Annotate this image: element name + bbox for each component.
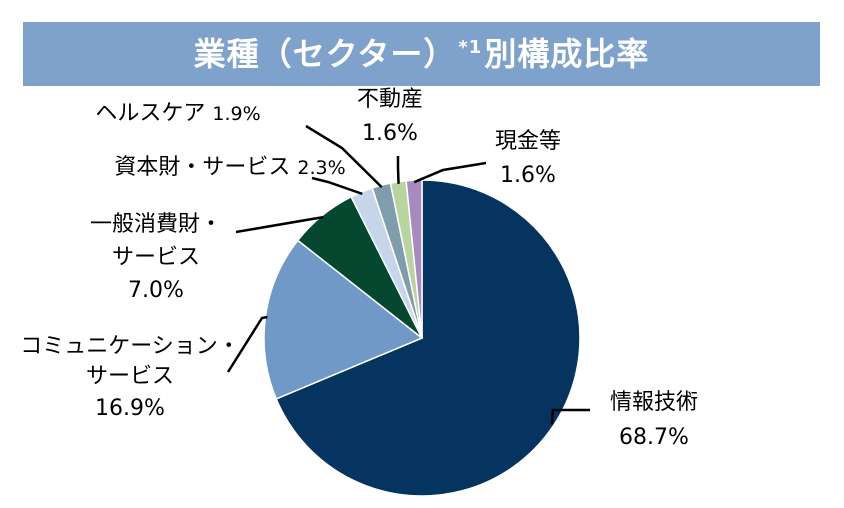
slice-label-value-slice-1: 68.7%	[619, 425, 689, 450]
chart-title-suffix: 別構成比率	[484, 35, 650, 73]
slice-label-name-slice-7: 現金等	[495, 129, 561, 154]
slice-label-value-slice-6: 1.6%	[362, 121, 418, 146]
leader-line-slice-1	[550, 408, 590, 425]
leader-line-slice-2	[226, 315, 268, 373]
leader-line-slice-5	[305, 124, 383, 189]
slice-label-name-slice-4: 資本財・サービス	[114, 155, 297, 180]
slice-label-name-slice-1: 情報技術	[610, 390, 698, 415]
slice-label-name-slice-5: ヘルスケア	[95, 101, 212, 126]
pie-slice-slice-1	[275, 179, 581, 497]
leader-line-slice-6	[396, 156, 400, 184]
leader-line-slice-4	[311, 176, 363, 196]
chart-title-bar: 業種（セクター） *1別構成比率	[23, 22, 820, 86]
pie-slices	[263, 179, 581, 497]
chart-title-footnote-marker: *1	[458, 37, 483, 59]
leader-line-slice-7	[413, 161, 487, 184]
chart-title: 業種（セクター） *1別構成比率	[194, 38, 650, 70]
chart-title-main: 業種（セクター）	[193, 35, 457, 73]
slice-label-name-part-slice-3-0: 一般消費財・	[90, 212, 222, 237]
slice-label-name-part-slice-3-1: サービス	[112, 245, 200, 270]
leader-line-slice-3	[235, 215, 324, 234]
slice-label-slice-4: 資本財・サービス 2.3%	[114, 155, 345, 180]
slice-label-value-slice-3: 7.0%	[128, 278, 184, 303]
slice-label-value-slice-7: 1.6%	[500, 163, 556, 188]
slice-label-slice-5: ヘルスケア 1.9%	[95, 101, 260, 126]
slice-label-value-slice-4: 2.3%	[297, 157, 345, 179]
slice-label-value-slice-2: 16.9%	[95, 396, 165, 421]
slice-label-value-slice-5: 1.9%	[212, 103, 260, 125]
leader-lines	[226, 124, 590, 425]
slice-labels: 情報技術68.7%コミュニケーション・サービス16.9%一般消費財・サービス7.…	[20, 87, 698, 450]
slice-label-name-part-slice-2-0: コミュニケーション・	[20, 334, 240, 359]
slice-label-name-slice-6: 不動産	[357, 87, 423, 112]
slice-label-name-part-slice-2-1: サービス	[86, 364, 174, 389]
